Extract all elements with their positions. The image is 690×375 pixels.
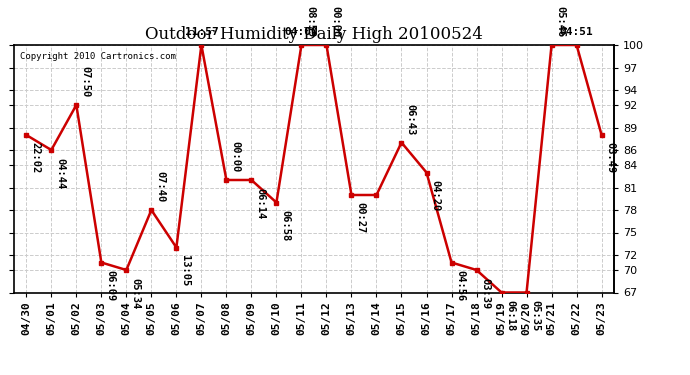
Text: 07:50: 07:50 bbox=[80, 66, 90, 98]
Text: 05:35: 05:35 bbox=[531, 300, 540, 331]
Text: 13:05: 13:05 bbox=[180, 255, 190, 286]
Text: 03:49: 03:49 bbox=[605, 142, 615, 174]
Text: 06:58: 06:58 bbox=[280, 210, 290, 241]
Text: 04:56: 04:56 bbox=[455, 270, 465, 301]
Text: 04:20: 04:20 bbox=[431, 180, 440, 211]
Text: 03:39: 03:39 bbox=[480, 278, 491, 309]
Text: 04:00: 04:00 bbox=[284, 27, 318, 37]
Text: 06:43: 06:43 bbox=[405, 104, 415, 135]
Text: 06:18: 06:18 bbox=[505, 300, 515, 331]
Text: 04:51: 04:51 bbox=[560, 27, 593, 37]
Text: Copyright 2010 Cartronics.com: Copyright 2010 Cartronics.com bbox=[20, 53, 176, 62]
Text: 07:40: 07:40 bbox=[155, 171, 165, 202]
Text: 22:02: 22:02 bbox=[30, 142, 40, 174]
Text: 00:00: 00:00 bbox=[230, 141, 240, 172]
Text: 04:44: 04:44 bbox=[55, 158, 65, 189]
Text: 05:34: 05:34 bbox=[130, 278, 140, 309]
Title: Outdoor Humidity Daily High 20100524: Outdoor Humidity Daily High 20100524 bbox=[145, 27, 483, 44]
Text: 11:57: 11:57 bbox=[184, 27, 218, 37]
Text: 00:27: 00:27 bbox=[355, 202, 365, 234]
Text: 05:46: 05:46 bbox=[555, 6, 565, 38]
Text: 06:09: 06:09 bbox=[105, 270, 115, 301]
Text: 08:59: 08:59 bbox=[305, 6, 315, 38]
Text: 06:14: 06:14 bbox=[255, 188, 265, 219]
Text: 00:00: 00:00 bbox=[331, 6, 340, 38]
